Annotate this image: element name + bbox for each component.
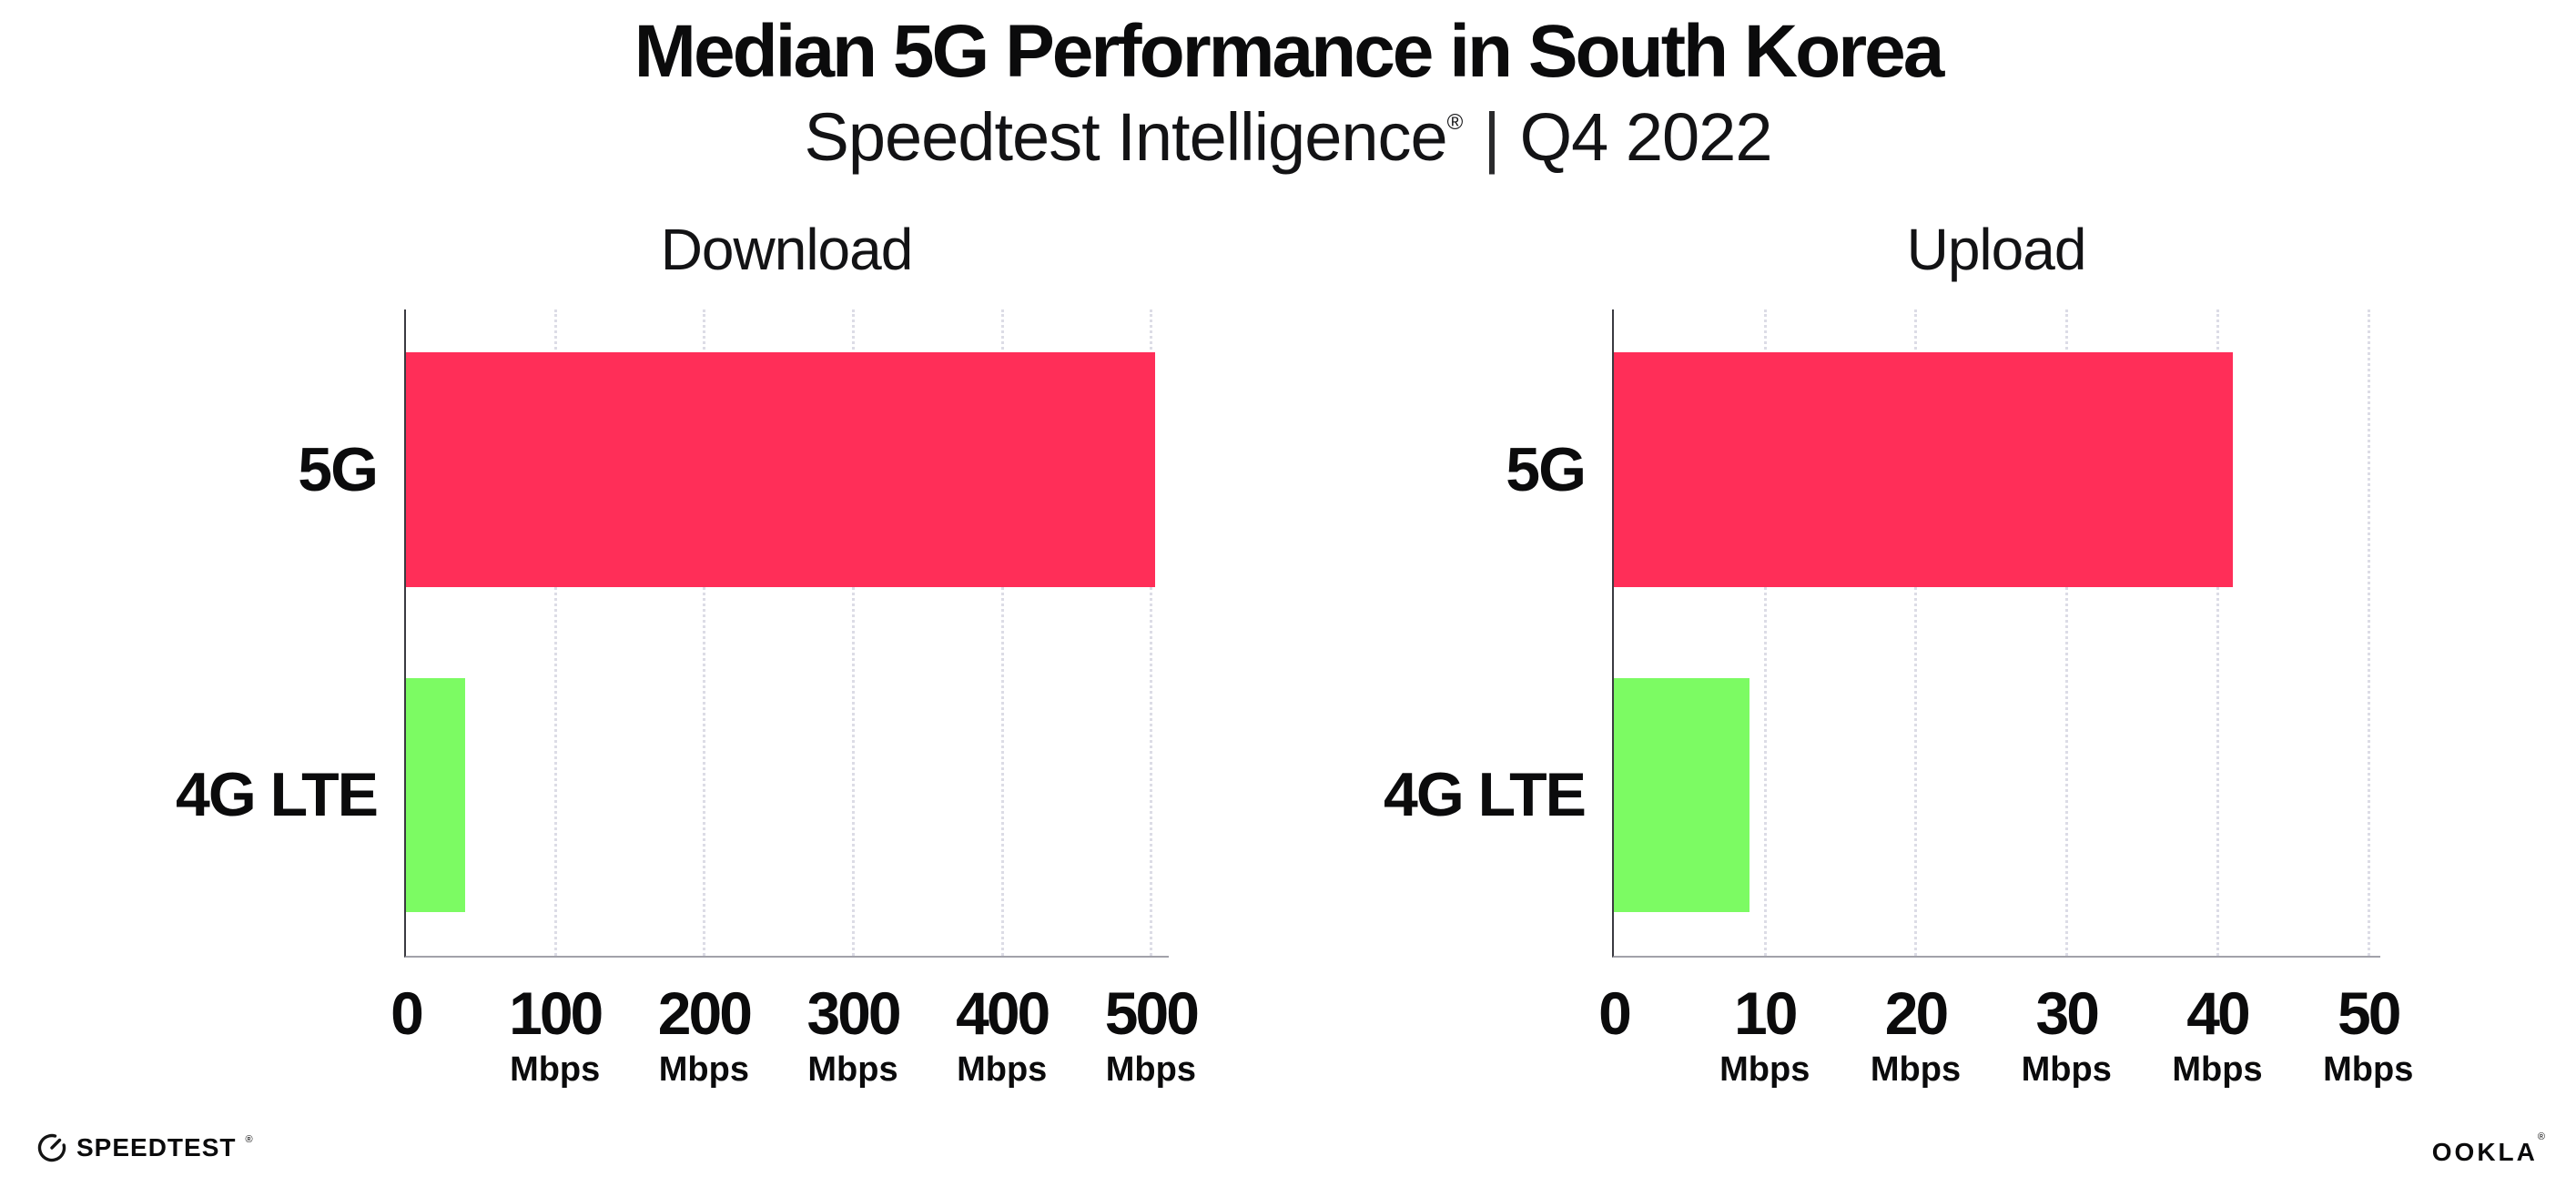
- download-gridline-400: [1000, 309, 1004, 956]
- x-tick-value: 40: [2186, 979, 2250, 1047]
- upload-gridline-40: [2216, 309, 2219, 956]
- x-tick-value: 400: [956, 979, 1050, 1047]
- x-tick-unit: Mbps: [2323, 1050, 2414, 1089]
- bar-5g-download: [406, 352, 1156, 587]
- speedtest-wordmark: SPEEDTEST: [76, 1133, 237, 1161]
- download-x-tick-300: 300 Mbps: [806, 979, 901, 1089]
- speedtest-gauge-icon: [36, 1132, 67, 1163]
- speedtest-logo: SPEEDTEST ®: [36, 1132, 253, 1163]
- x-tick-unit: Mbps: [1105, 1050, 1196, 1089]
- bar-4g-lte-download: [406, 678, 466, 912]
- x-tick-value: 300: [806, 979, 901, 1047]
- bar-5g-upload: [1614, 352, 2233, 587]
- upload-gridline-50: [2367, 309, 2370, 956]
- x-tick-value: 0: [1598, 979, 1632, 1047]
- x-tick-unit: Mbps: [1870, 1050, 1962, 1089]
- x-tick-value: 500: [1104, 979, 1200, 1047]
- download-chart: Download 5G 4G LTE 0 100 Mbps 200 Mbps 300 Mbp…: [176, 220, 1200, 1087]
- download-chart-title: Download: [660, 217, 914, 282]
- x-tick-value: 10: [1734, 979, 1798, 1047]
- x-tick-value: 50: [2338, 979, 2401, 1047]
- subtitle-period: Q4 2022: [1519, 99, 1773, 175]
- ookla-registered-mark: ®: [2537, 1131, 2545, 1142]
- subtitle-separator: |: [1483, 99, 1500, 175]
- upload-x-tick-20: 20 Mbps: [1871, 983, 1961, 1087]
- download-category-label-4g-lte: 4G LTE: [176, 760, 379, 829]
- page-subtitle: Speedtest Intelligence® | Q4 2022: [0, 100, 2576, 174]
- x-tick-unit: Mbps: [1719, 1050, 1810, 1089]
- x-tick-unit: Mbps: [807, 1050, 898, 1089]
- registered-mark: ®: [1446, 110, 1464, 136]
- x-tick-unit: Mbps: [2021, 1050, 2112, 1089]
- upload-x-tick-10: 10 Mbps: [1719, 983, 1810, 1087]
- page-title: Median 5G Performance in South Korea: [634, 10, 1945, 93]
- upload-x-tick-50: 50 Mbps: [2323, 983, 2413, 1087]
- download-x-tick-400: 400 Mbps: [956, 979, 1050, 1089]
- download-x-tick-0: 0: [390, 979, 424, 1047]
- download-gridline-100: [553, 309, 557, 956]
- upload-plot-area: 0 10 Mbps 20 Mbps 30 Mbps 40 Mbps 50 Mbps: [1598, 309, 2413, 1087]
- bar-4g-lte-upload: [1614, 678, 1750, 912]
- upload-gridline-10: [1763, 309, 1767, 956]
- download-x-tick-200: 200 Mbps: [657, 979, 753, 1089]
- download-x-tick-500: 500 Mbps: [1104, 979, 1200, 1089]
- ookla-wordmark: OOKLA: [2431, 1138, 2538, 1166]
- download-x-tick-100: 100 Mbps: [509, 979, 603, 1089]
- ookla-logo: OOKLA ®: [2431, 1131, 2545, 1166]
- x-tick-unit: Mbps: [957, 1050, 1048, 1089]
- x-tick-unit: Mbps: [658, 1050, 749, 1089]
- upload-x-tick-40: 40 Mbps: [2172, 983, 2262, 1087]
- upload-x-tick-30: 30 Mbps: [2022, 983, 2112, 1087]
- x-tick-value: 200: [657, 979, 753, 1047]
- speedtest-registered-mark: ®: [245, 1134, 253, 1145]
- subtitle-brand: Speedtest Intelligence: [804, 99, 1447, 175]
- x-tick-unit: Mbps: [510, 1050, 601, 1089]
- x-tick-value: 0: [390, 979, 424, 1047]
- x-tick-value: 30: [2035, 979, 2100, 1047]
- download-category-label-5g: 5G: [298, 435, 379, 504]
- upload-gridline-20: [1914, 309, 1918, 956]
- download-plot-area: 0 100 Mbps 200 Mbps 300 Mbps 400 Mbps 500 Mbps: [390, 309, 1200, 1087]
- upload-category-label-5g: 5G: [1506, 435, 1587, 504]
- download-gridline-500: [1150, 309, 1153, 956]
- upload-x-tick-0: 0: [1598, 979, 1632, 1047]
- upload-chart: Upload 5G 4G LTE 0 10 Mbps 20 Mbps 30 Mbps 40 Mb…: [1384, 220, 2413, 1087]
- upload-chart-title: Upload: [1906, 217, 2087, 282]
- upload-category-label-4g-lte: 4G LTE: [1384, 760, 1587, 829]
- download-gridline-300: [852, 309, 856, 956]
- upload-gridline-30: [2065, 309, 2069, 956]
- x-tick-value: 20: [1884, 979, 1949, 1047]
- x-tick-value: 100: [509, 979, 603, 1047]
- download-gridline-200: [703, 309, 706, 956]
- x-tick-unit: Mbps: [2172, 1050, 2263, 1089]
